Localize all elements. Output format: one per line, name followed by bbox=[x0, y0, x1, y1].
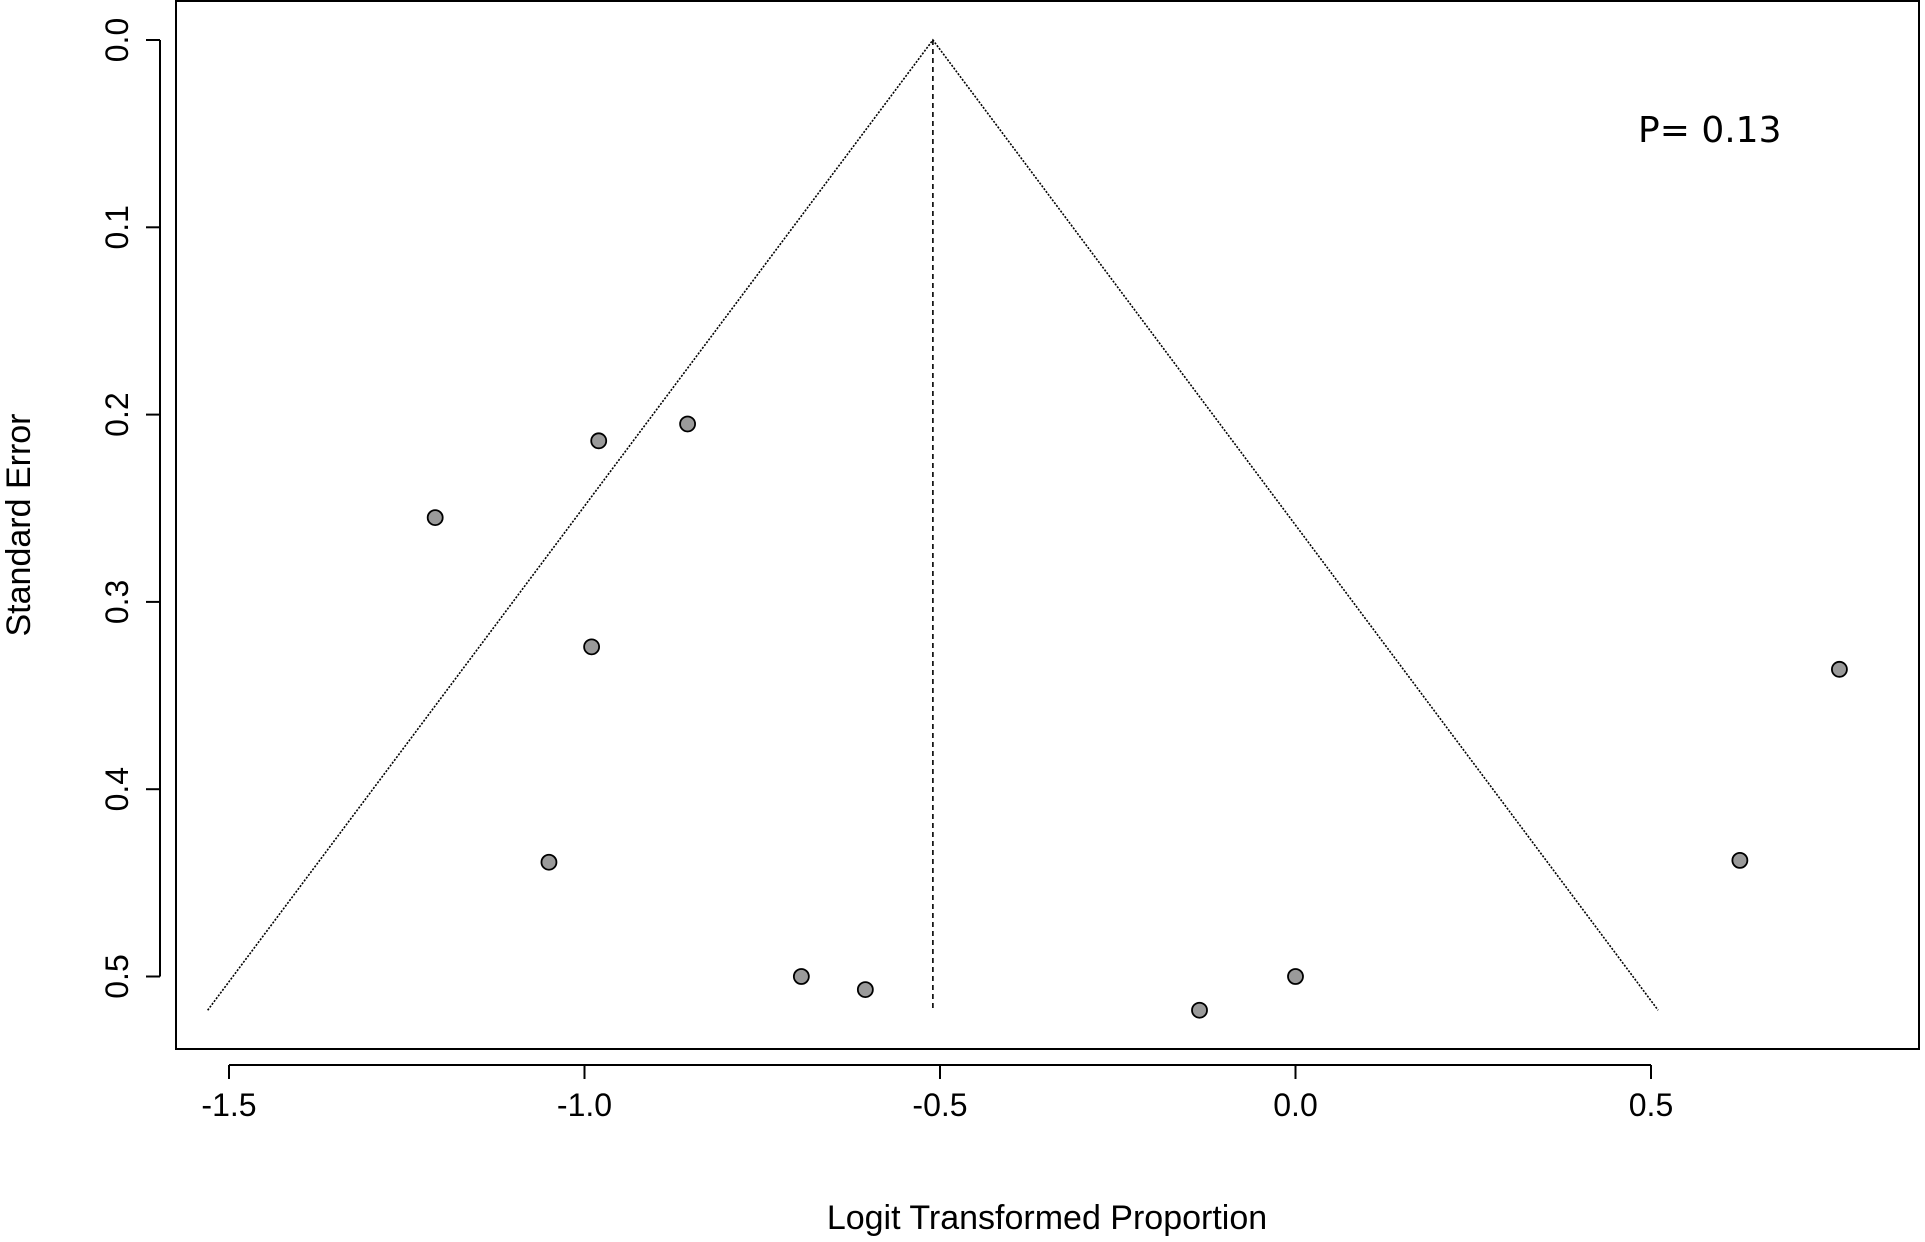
data-point bbox=[679, 415, 696, 433]
data-point bbox=[540, 853, 558, 871]
data-point bbox=[426, 509, 444, 527]
y-tick-label: 0.2 bbox=[99, 392, 135, 436]
plot-frame bbox=[175, 0, 1920, 1050]
data-points bbox=[426, 415, 1848, 1019]
data-point bbox=[1831, 660, 1848, 678]
x-axis-title: Logit Transformed Proportion bbox=[827, 1199, 1267, 1237]
y-tick-label: 0.1 bbox=[99, 205, 135, 249]
data-point bbox=[1731, 851, 1749, 869]
x-tick-label: 0.0 bbox=[1273, 1087, 1317, 1123]
data-point bbox=[590, 432, 608, 450]
funnel-lines bbox=[207, 38, 1659, 1011]
y-tick-label: 0.3 bbox=[99, 580, 135, 624]
data-point bbox=[583, 638, 601, 656]
y-axis-title: Standard Error bbox=[0, 414, 38, 637]
data-point bbox=[792, 968, 810, 985]
x-tick-label: 0.5 bbox=[1629, 1087, 1673, 1123]
x-tick-label: -1.5 bbox=[201, 1087, 256, 1123]
p-value-annotation: P= 0.13 bbox=[1638, 110, 1781, 151]
y-tick-label: 0.5 bbox=[99, 954, 135, 998]
x-axis: -1.5 -1.0 -0.5 0.0 0.5 bbox=[201, 1064, 1673, 1123]
data-point bbox=[1287, 968, 1304, 985]
data-point bbox=[1191, 1001, 1208, 1019]
y-axis: 0.0 0.1 0.2 0.3 0.4 0.5 bbox=[99, 18, 161, 999]
y-tick-label: 0.4 bbox=[99, 767, 135, 811]
x-tick-label: -1.0 bbox=[557, 1087, 612, 1123]
y-tick-label: 0.0 bbox=[99, 18, 135, 62]
x-tick-label: -0.5 bbox=[912, 1087, 967, 1123]
data-point bbox=[856, 981, 874, 999]
